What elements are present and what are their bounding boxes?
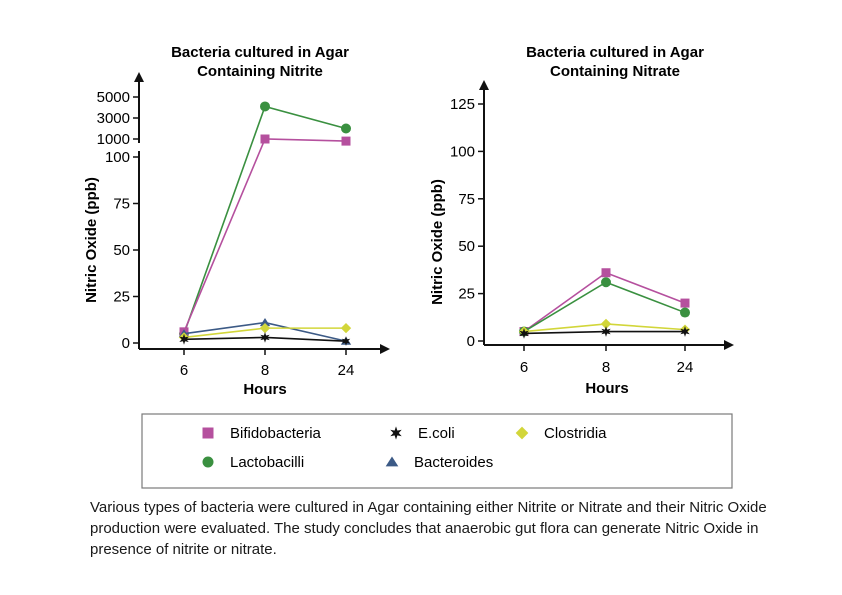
legend-label-bacteroides: Bacteroides: [414, 454, 493, 471]
data-point-e-coli: [179, 333, 189, 345]
axis-break: [133, 143, 145, 151]
data-point-e-coli: [260, 332, 270, 343]
legend-marker-bacteroides: [385, 456, 399, 467]
y-tick-label: 100: [105, 149, 130, 166]
data-point-clostridia: [340, 322, 352, 334]
data-point-clostridia: [600, 318, 612, 330]
x-tick-label: 24: [677, 359, 694, 376]
legend-marker-e-coli: [390, 426, 402, 440]
y-tick-label: 0: [467, 333, 475, 350]
chart-title-line: Bacteria cultured in Agar: [526, 44, 704, 61]
y-axis-label: Nitric Oxide (ppb): [429, 179, 446, 305]
y-tick-label: 100: [450, 143, 475, 160]
data-point-bifidobacteria: [601, 268, 611, 278]
y-tick-label: 25: [113, 289, 130, 306]
data-point-bifidobacteria: [341, 136, 351, 146]
nitrate-chart: Bacteria cultured in Agar Containing Nitr…: [429, 44, 734, 397]
chart-title-line: Bacteria cultured in Agar: [171, 44, 349, 61]
legend-marker-lactobacilli: [202, 456, 214, 468]
legend-label-lactobacilli: Lactobacilli: [230, 454, 304, 471]
legend-box: [141, 413, 733, 489]
y-tick-label: 5000: [97, 89, 130, 106]
y-axis-label: Nitric Oxide (ppb): [83, 177, 100, 303]
data-point-lactobacilli: [341, 123, 351, 134]
legend-label-clostridia: Clostridia: [544, 425, 607, 442]
caption: Various types of bacteria were cultured …: [90, 499, 767, 558]
data-point-e-coli: [601, 326, 611, 337]
x-tick-label: 6: [520, 359, 528, 376]
nitrite-chart: Bacteria cultured in Agar Containing Nitr…: [83, 44, 390, 398]
data-point-bifidobacteria: [260, 134, 270, 144]
y-tick-label: 125: [450, 96, 475, 113]
chart-title-line: Containing Nitrate: [550, 63, 680, 80]
chart-title: Bacteria cultured in Agar Containing Nitr…: [171, 44, 349, 80]
legend-marker-bifidobacteria: [202, 427, 214, 439]
x-tick-label: 8: [602, 359, 610, 376]
data-point-e-coli: [341, 336, 351, 346]
y-tick-label: 0: [122, 335, 130, 352]
y-tick-label: 75: [113, 196, 130, 213]
data-point-e-coli: [680, 326, 690, 337]
y-tick-label: 1000: [97, 131, 130, 148]
x-tick-label: 6: [180, 362, 188, 379]
x-axis-label: Hours: [585, 380, 628, 397]
x-axis-arrow: [380, 344, 390, 354]
data-point-clostridia: [259, 322, 271, 334]
y-tick-label: 50: [113, 242, 130, 259]
legend-label-bifidobacteria: Bifidobacteria: [230, 425, 322, 442]
chart-title-line: Containing Nitrite: [197, 63, 323, 80]
x-tick-label: 24: [338, 362, 355, 379]
data-point-bacteroides: [259, 318, 271, 327]
data-point-e-coli: [519, 328, 529, 339]
y-tick-label: 75: [458, 191, 475, 208]
x-tick-label: 8: [261, 362, 269, 379]
legend: Bifidobacteria E.coli Clostridia Lactobacil…: [141, 413, 733, 489]
data-point-lactobacilli: [680, 307, 690, 318]
y-tick-label: 25: [458, 286, 475, 303]
chart-title: Bacteria cultured in Agar Containing Nitr…: [526, 44, 704, 80]
series-line-bifidobacteria: [183, 138, 347, 333]
y-axis-arrow: [134, 72, 144, 82]
y-tick-label: 50: [458, 238, 475, 255]
data-point-lactobacilli: [260, 101, 270, 112]
x-axis-arrow: [724, 340, 734, 350]
data-point-lactobacilli: [601, 277, 611, 288]
y-tick-label: 3000: [97, 110, 130, 127]
legend-marker-clostridia: [515, 426, 529, 440]
x-axis-label: Hours: [243, 381, 286, 398]
legend-label-e-coli: E.coli: [418, 425, 455, 442]
y-axis-arrow: [479, 80, 489, 90]
data-point-bifidobacteria: [680, 298, 690, 308]
